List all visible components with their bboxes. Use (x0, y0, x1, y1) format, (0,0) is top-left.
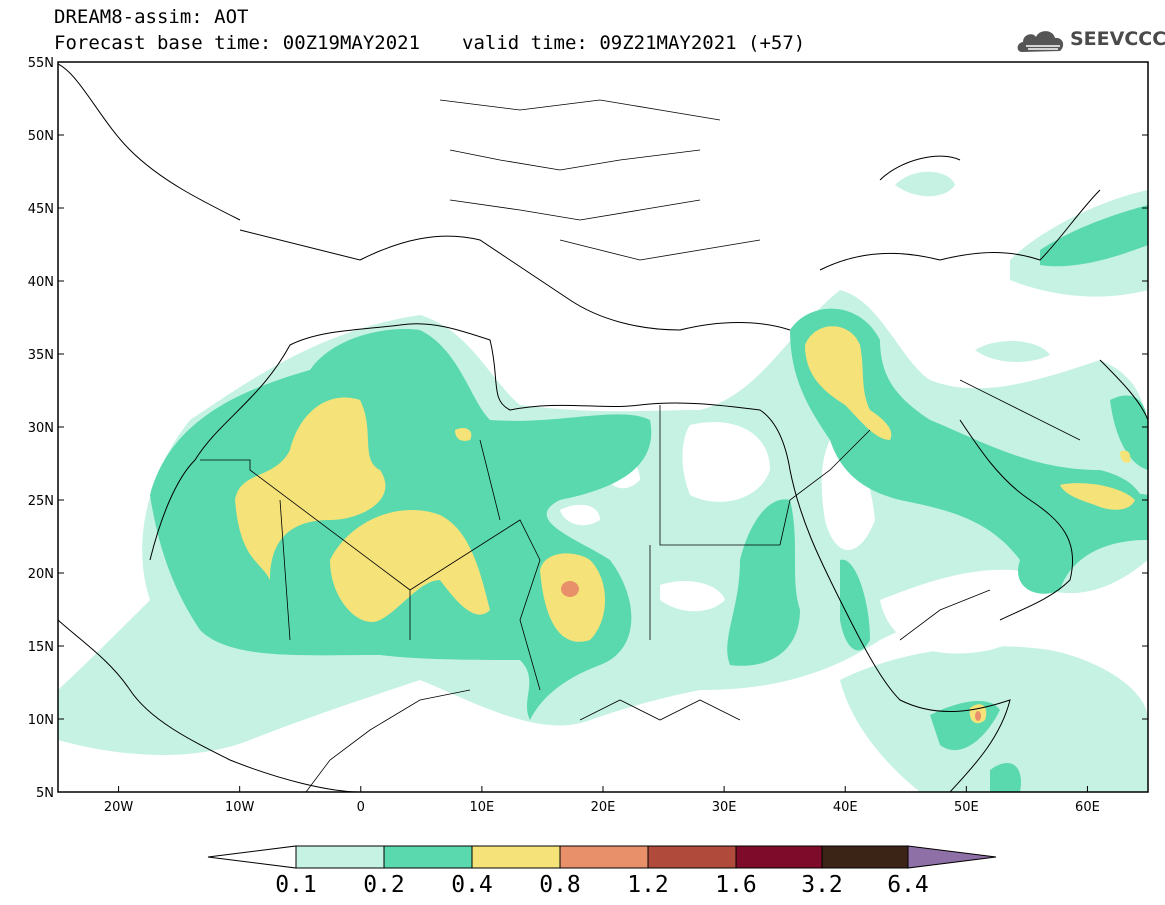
longitude-tick-label: 20W (104, 800, 134, 815)
colorbar-label: 0.1 (275, 872, 317, 898)
seevccc-logo: SEEVCCC (1016, 24, 1165, 58)
latitude-tick-label: 10N (28, 713, 54, 728)
longitude-tick-label: 40E (833, 800, 858, 815)
colorbar-label: 0.4 (451, 872, 493, 898)
map-title: DREAM8-assim: AOT (54, 6, 249, 28)
longitude-tick-label: 50E (954, 800, 979, 815)
valid-time: valid time: 09Z21MAY2021 (+57) (462, 32, 806, 54)
latitude-tick-label: 50N (28, 129, 54, 144)
colorbar-label: 0.2 (363, 872, 405, 898)
colorbar-box-3 (471, 845, 561, 869)
longitude-tick-label: 0 (357, 800, 365, 815)
longitude-tick-label: 10E (470, 800, 495, 815)
coastlines (58, 63, 1148, 792)
latitude-tick-label: 30N (28, 421, 54, 436)
latitude-tick-label: 20N (28, 567, 54, 582)
longitude-ticks: 20W 10W 0 10E 20E 30E 40E 50E 60E (104, 786, 1100, 815)
colorbar-label: 6.4 (887, 872, 929, 898)
aot-level-0-8 (561, 581, 981, 721)
latitude-tick-label: 45N (28, 202, 54, 217)
latitude-tick-label: 15N (28, 640, 54, 655)
latitude-tick-label: 5N (36, 786, 54, 801)
latitude-tick-label: 35N (28, 348, 54, 363)
latitude-tick-label: 40N (28, 275, 54, 290)
colorbar-low-arrow (207, 845, 297, 869)
latitude-tick-label: 25N (28, 494, 54, 509)
colorbar (207, 845, 997, 869)
longitude-tick-label: 30E (712, 800, 737, 815)
colorbar-label: 3.2 (801, 872, 843, 898)
colorbar-box-1 (295, 845, 385, 869)
colorbar-label: 1.6 (715, 872, 757, 898)
longitude-tick-label: 10W (225, 800, 255, 815)
colorbar-box-4 (559, 845, 649, 869)
colorbar-box-7 (821, 845, 909, 869)
latitude-ticks: 55N 50N 45N 40N 35N 30N 25N 20N 15N 10N 5N (28, 56, 1148, 801)
aot-level-0-4 (235, 326, 1135, 724)
colorbar-high-arrow (907, 845, 997, 869)
longitude-tick-label: 20E (591, 800, 616, 815)
country-borders (200, 99, 1081, 792)
colorbar-label: 1.2 (627, 872, 669, 898)
colorbar-box-2 (383, 845, 473, 869)
colorbar-label: 0.8 (539, 872, 581, 898)
aot-field (58, 63, 1148, 792)
longitude-tick-label: 60E (1075, 800, 1100, 815)
forecast-times: Forecast base time: 00Z19MAY2021 valid ti… (54, 33, 805, 53)
base-time: Forecast base time: 00Z19MAY2021 (54, 32, 421, 54)
colorbar-box-5 (647, 845, 737, 869)
latitude-tick-label: 55N (28, 56, 54, 71)
logo-text: SEEVCCC (1070, 28, 1165, 50)
cloud-logo-icon (1017, 31, 1064, 52)
colorbar-box-6 (735, 845, 823, 869)
